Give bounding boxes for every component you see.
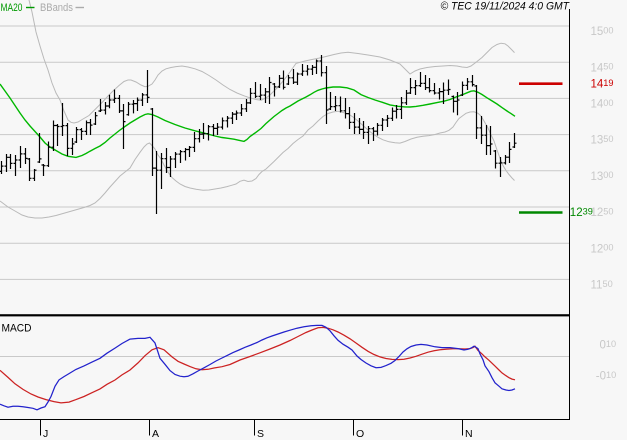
svg-text:S: S: [257, 428, 264, 440]
svg-text:-010: -010: [596, 370, 616, 383]
svg-text:1300: 1300: [591, 170, 614, 183]
svg-text:© TEC 19/11/2024 4:0 GMT: © TEC 19/11/2024 4:0 GMT: [441, 1, 571, 13]
svg-text:1400: 1400: [591, 98, 614, 111]
svg-text:1150: 1150: [591, 279, 613, 292]
svg-text:BBands: BBands: [40, 2, 73, 14]
svg-text:MA20: MA20: [1, 2, 23, 14]
svg-text:J: J: [43, 428, 48, 440]
svg-text:1450: 1450: [591, 62, 614, 75]
svg-text:1350: 1350: [591, 134, 614, 147]
svg-text:O: O: [356, 428, 364, 440]
svg-text:1200: 1200: [591, 243, 614, 256]
svg-text:1239: 1239: [570, 207, 593, 220]
svg-text:1500: 1500: [591, 25, 614, 38]
svg-text:A: A: [152, 428, 159, 440]
svg-text:010: 010: [600, 339, 617, 352]
svg-text:MACD: MACD: [2, 323, 32, 335]
svg-text:N: N: [465, 428, 473, 440]
svg-text:1250: 1250: [591, 206, 614, 219]
svg-text:1419: 1419: [591, 78, 614, 91]
